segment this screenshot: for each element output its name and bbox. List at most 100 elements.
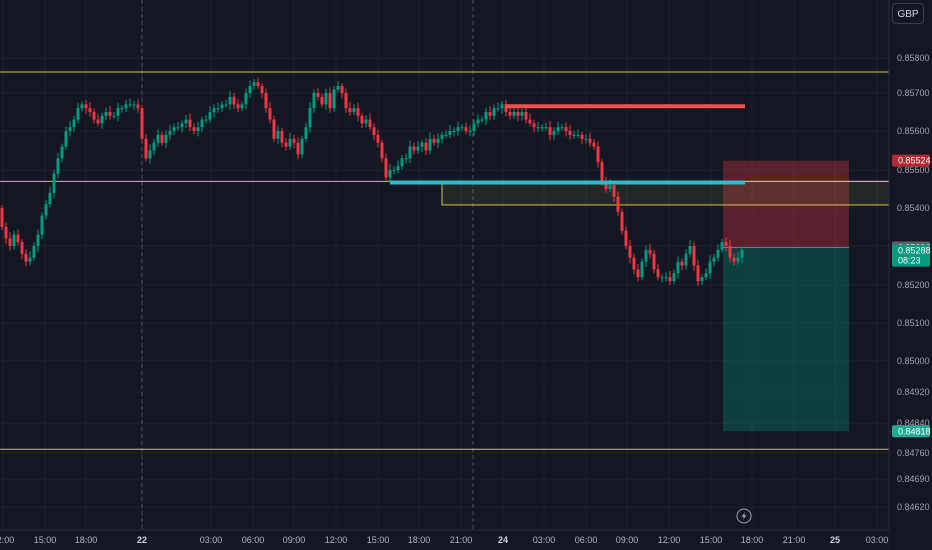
candle-body [608,185,612,189]
candle-body [36,234,40,246]
candle-body [664,277,668,279]
candle-body [296,142,300,155]
candle-body [268,108,272,120]
candle-body [696,265,700,282]
time-axis[interactable]: 12:00 15:00 18:00 22 03:00 06:00 09:00 12:00 15:… [0,529,889,550]
candle-body [4,227,8,239]
lightning-icon[interactable] [736,508,752,524]
candle-body [248,86,252,93]
price-badge-label: 0.85288 [898,246,931,256]
price-axis[interactable]: 0.858000.857000.856000.855000.854000.853… [888,0,932,550]
candle-body [256,82,260,86]
candle-body [572,134,576,136]
candle-body [632,257,636,270]
candle-body [328,93,332,109]
candle-body [348,108,352,112]
session-separators [141,0,474,530]
candle-body [344,93,348,109]
candle-body [304,127,308,139]
candle-body [88,108,92,112]
candle-body [272,119,276,139]
countdown-label: 08:23 [898,256,921,266]
candle-body [180,123,184,128]
candle-body [100,115,104,124]
candle-body [452,131,456,132]
candle-body [172,127,176,131]
candle-body [8,238,12,246]
candle-body [76,108,80,120]
time-tick-label: 21:00 [783,535,806,545]
candle-body [716,249,720,258]
candle-body [340,86,344,93]
candle-body [636,269,640,278]
candle-body [740,249,744,258]
time-tick-label: 18:00 [408,535,431,545]
candle-body [60,146,64,159]
price-tick-label: 0.84620 [897,502,930,512]
time-tick-label: 09:00 [283,535,306,545]
candle-body [136,104,140,109]
price-badge [892,154,930,167]
candle-body [604,181,608,189]
candle-body [156,134,160,143]
candle-body [580,134,584,139]
candle-body [300,138,304,155]
candle-body [560,127,564,129]
candle-body [592,142,596,147]
time-tick-label: 12:00 [0,535,14,545]
zone-box[interactable] [441,180,890,206]
candle-body [376,134,380,143]
short-position-tool[interactable] [723,160,849,432]
price-axis-bg [889,0,932,550]
candle-body [360,115,364,124]
candle-body [432,138,436,143]
candle-body [400,158,404,167]
candle-body [732,257,736,262]
candle-body [212,108,216,112]
candle-body [292,138,296,143]
candle-body [584,138,588,140]
candle-body [124,104,128,109]
candle-body [208,112,212,120]
candle-body [52,173,56,193]
drawn-lines[interactable] [390,104,745,185]
price-tick-label: 0.85000 [897,356,930,366]
candle-body [368,119,372,128]
candle-body [104,112,108,116]
demand-zone [441,180,890,206]
candle-body [140,108,144,139]
time-tick-label: 09:00 [616,535,639,545]
candle-body [160,134,164,143]
candle-body [468,131,472,132]
candle-body [288,138,292,147]
candle-body [612,185,616,197]
price-tick-label: 0.85600 [897,126,930,136]
time-tick-label: 24 [498,535,508,545]
price-badge-label: 0.84818 [898,426,931,436]
candle-body [500,104,504,109]
candle-body [84,104,88,109]
candle-body [576,134,580,136]
candle-body [544,127,548,129]
candle-body [476,119,480,124]
candle-body [536,127,540,129]
stop-loss-zone [723,160,849,248]
candle-body [384,158,388,178]
time-tick-label: 25 [830,535,840,545]
time-tick-label: 06:00 [575,535,598,545]
candle-body [708,261,712,274]
candle-body [424,142,428,151]
candle-body [56,158,60,174]
candle-body [688,246,692,254]
candle-body [656,269,660,278]
take-profit-zone [723,247,849,432]
candle-body [488,112,492,116]
currency-button[interactable]: GBP [892,3,924,24]
candle-body [80,104,84,109]
candle-body [548,127,552,135]
candle-body [620,211,624,231]
candle-body [712,257,716,262]
candle-body [448,131,452,135]
